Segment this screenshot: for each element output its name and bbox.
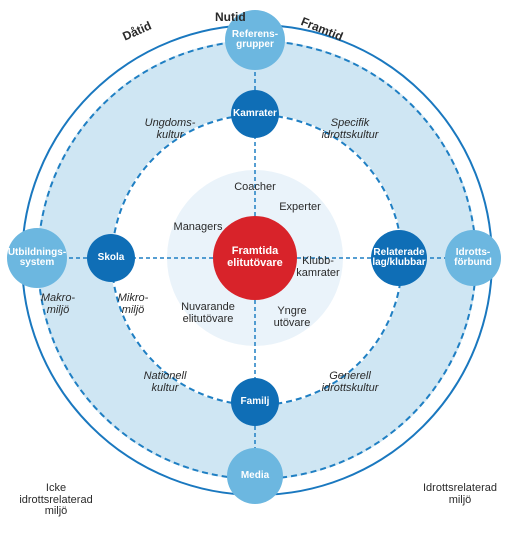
arc-label-present: Nutid: [215, 10, 246, 24]
node-skola: Skola: [87, 234, 135, 282]
node-label: Skola: [98, 253, 125, 264]
core-label: Managers: [153, 222, 243, 234]
node-relaterade: Relaterade lag/klubbar: [371, 230, 427, 286]
mid-label: Generellidrottskultur: [295, 371, 405, 394]
node-label: Utbildnings-system: [8, 248, 66, 269]
node-kamrater: Kamrater: [231, 90, 279, 138]
node-label: Referens-grupper: [232, 30, 278, 51]
mid-label: Specifikidrottskultur: [295, 118, 405, 141]
outer-label: Idrottsrelateradmiljö: [400, 483, 511, 506]
outer-label: Ickeidrottsrelateradmiljö: [0, 483, 116, 518]
core-label: Klubb-kamrater: [273, 256, 363, 279]
core-label: Coacher: [210, 182, 300, 194]
node-label: Kamrater: [233, 109, 277, 120]
node-label: Familj: [241, 397, 270, 408]
node-media: Media: [227, 448, 283, 504]
node-familj: Familj: [231, 378, 279, 426]
node-label: Relaterade lag/klubbar: [371, 248, 427, 269]
outer-label: Makro-miljö: [0, 293, 118, 316]
mid-label: Ungdoms-kultur: [115, 118, 225, 141]
core-label: Yngreutövare: [247, 306, 337, 329]
node-idrottsforbund: Idrotts-förbund: [445, 230, 501, 286]
mid-label: Nationellkultur: [110, 371, 220, 394]
core-label: Experter: [255, 202, 345, 214]
node-label: Idrotts-förbund: [454, 248, 492, 269]
node-label: Media: [241, 471, 269, 482]
node-utbildning: Utbildnings-system: [7, 228, 67, 288]
